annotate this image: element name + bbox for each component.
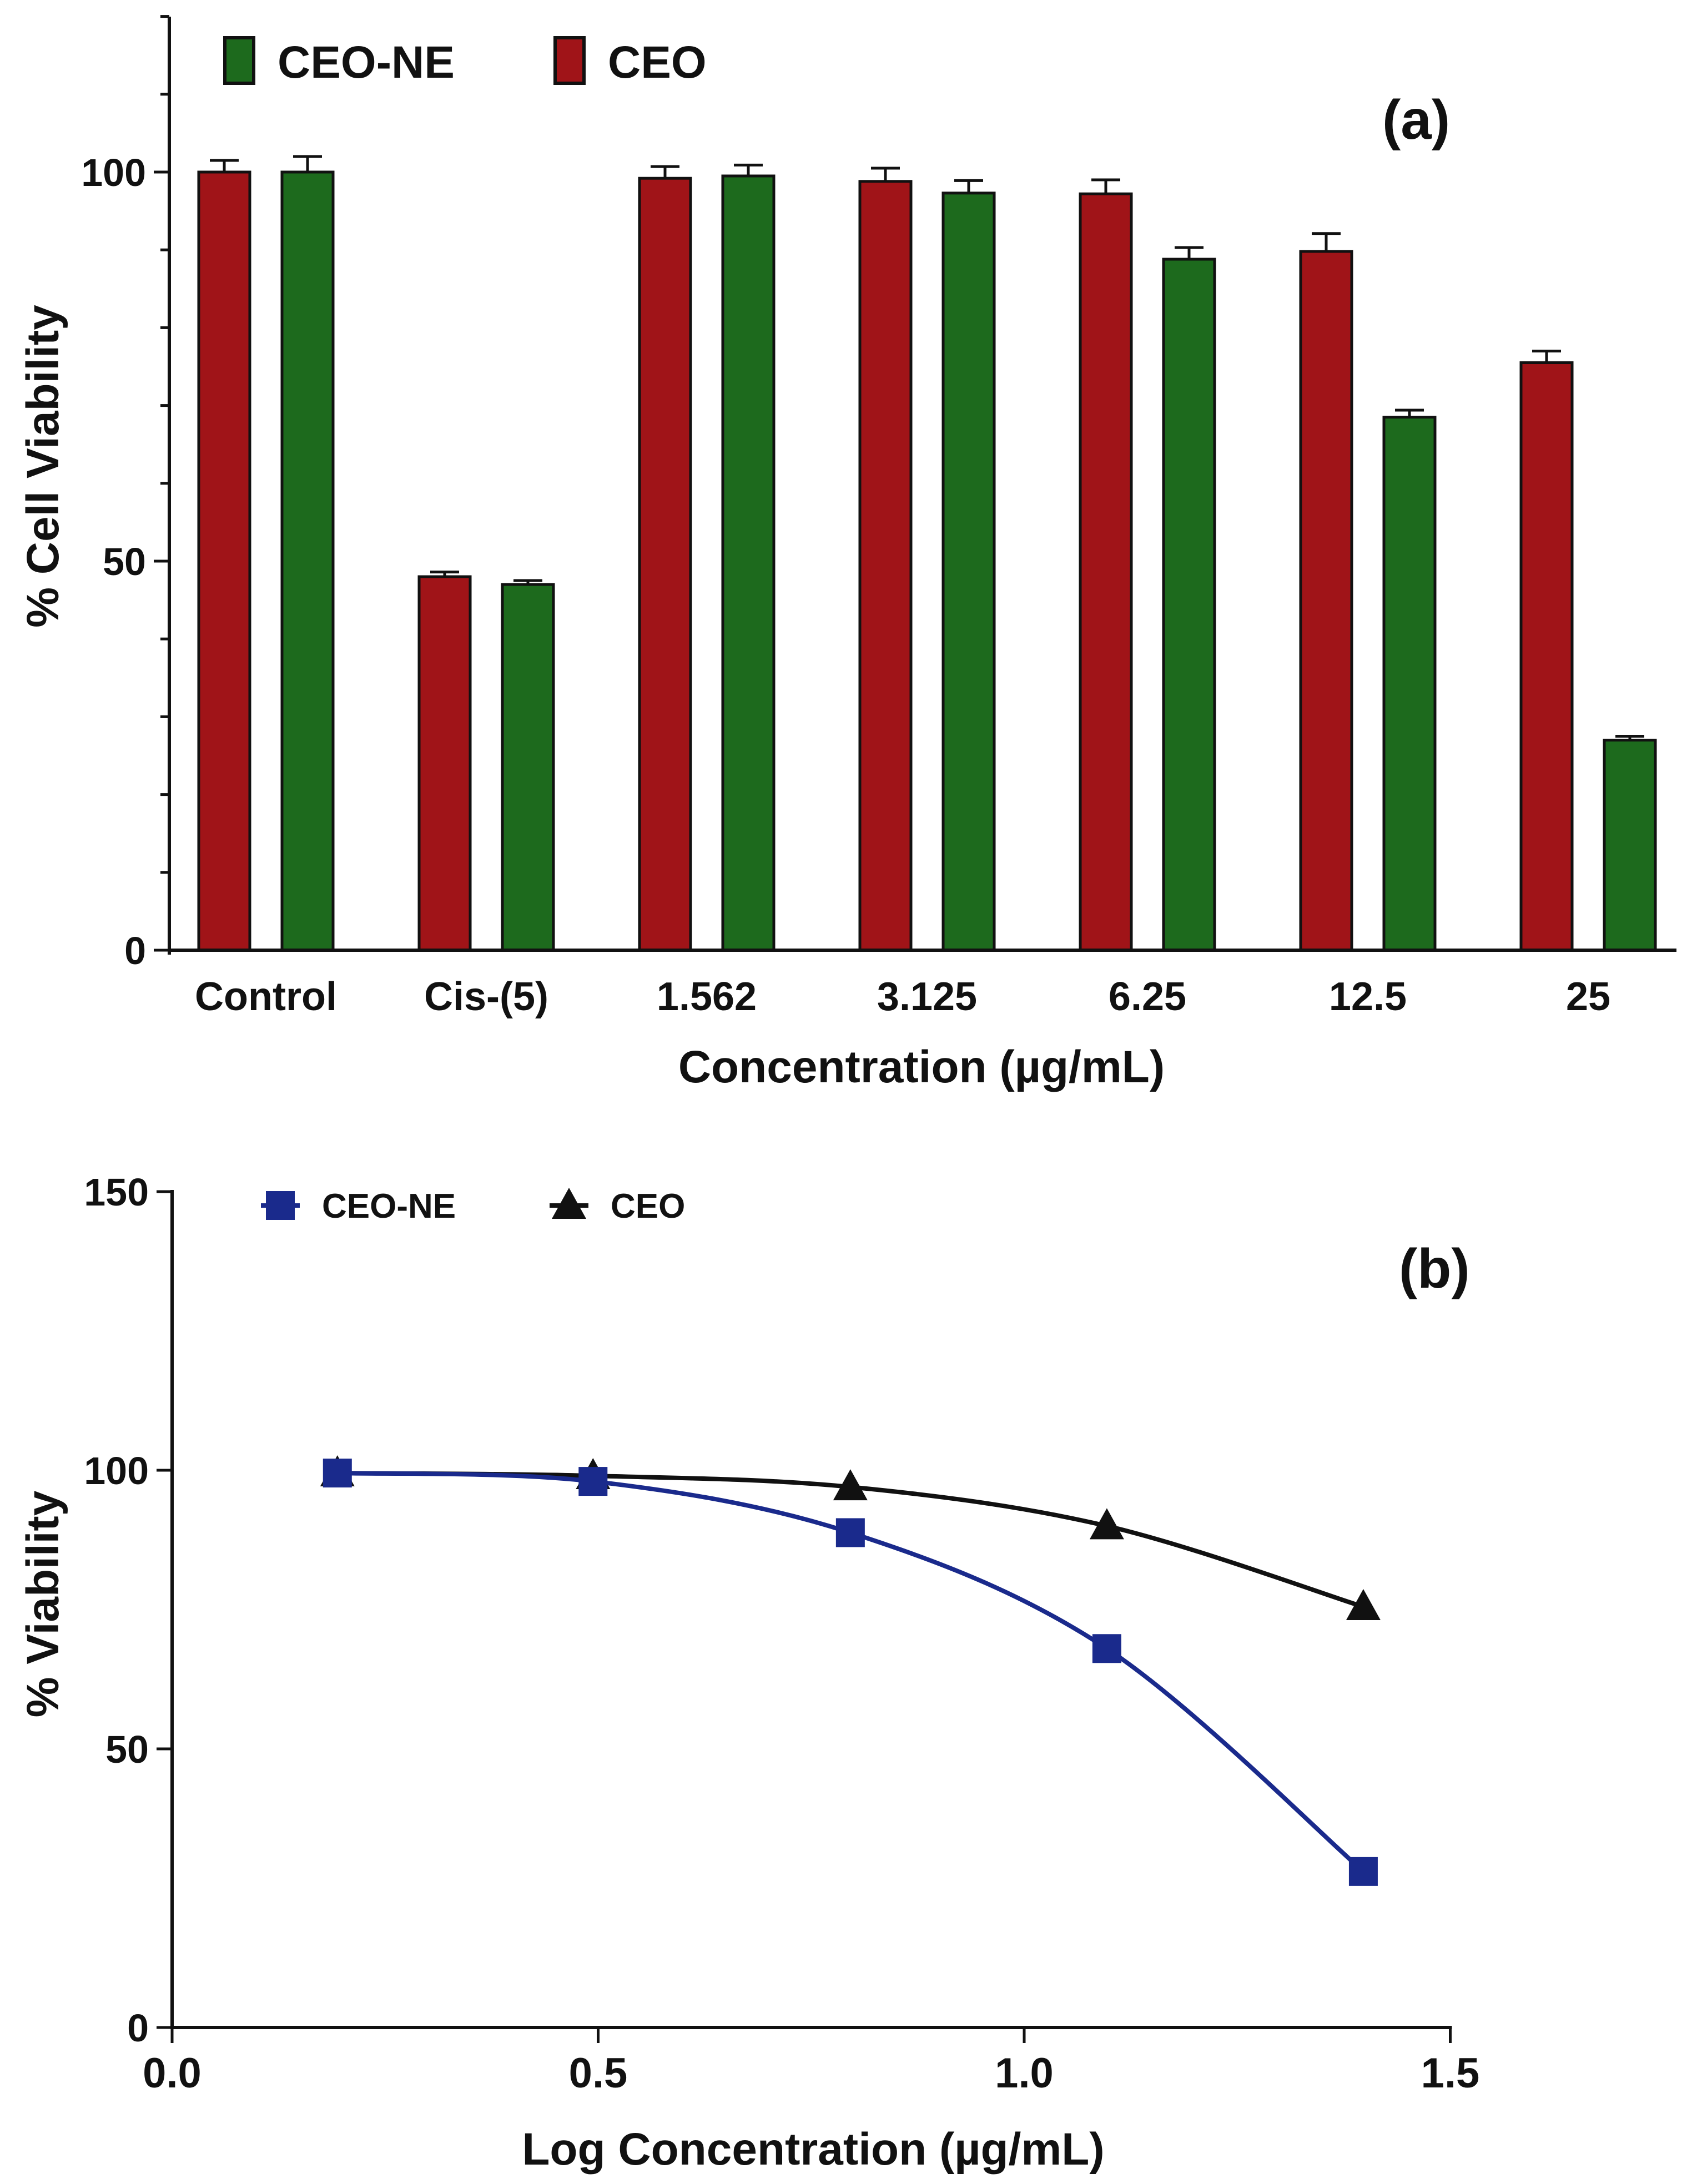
legend-swatch-ceo-ne [223,36,255,85]
x-tick-label-2: 1.0 [995,2050,1054,2097]
x-tick-label-cis-5: Cis-(5) [424,975,548,1019]
panel-b-x-axis-label: Log Concentration (µg/mL) [522,2124,1104,2175]
panel-b-lines [320,1455,1381,1886]
x-tick-label-1-562: 1.562 [657,975,757,1019]
bar-ceo-12-5 [1299,250,1353,952]
bar-ceo-cis-5 [417,575,472,952]
panel-a-chart: 0 50 100 Control Cis-(5) 1.562 3.125 6.25 12.5 2… [18,15,1676,1092]
panel-b-legend: CEO-NE CEO [261,1187,685,1225]
point-ceo-ne-4 [1348,1857,1378,1886]
bar-ceo-ne-control [280,170,335,952]
panel-a-y-tick-labels: 0 50 100 [81,151,146,972]
x-tick-label-3: 1.5 [1421,2050,1480,2097]
y-tick-label-100: 100 [81,151,146,194]
legend-label-ceo-ne: CEO-NE [322,1187,456,1225]
legend-marker-ceo [552,1188,586,1219]
point-ceo-ne-2 [835,1518,865,1547]
panel-a-axes [154,15,1676,955]
point-ceo-3 [1089,1508,1124,1540]
bar-ceo-6-25 [1079,192,1133,952]
point-ceo-4 [1346,1588,1381,1620]
panel-b-y-axis-label: % Viability [18,1490,68,1717]
panel-a-y-axis-label: % Cell Viability [18,305,68,628]
x-tick-label-1: 0.5 [569,2050,628,2097]
point-ceo-ne-0 [323,1459,352,1488]
legend-swatch-ceo [553,36,586,85]
y-tick-label-50: 50 [103,540,146,583]
x-tick-label-control: Control [195,975,337,1019]
panel-b-chart: 0 50 100 150 0.0 0.5 1.0 1.5 CEO-NE CEO (b) Log … [18,1171,1479,2175]
legend-label-ceo: CEO [608,37,707,88]
bar-ceo-ne-cis-5 [501,583,555,952]
bar-ceo-25 [1519,361,1574,952]
x-tick-label-0: 0.0 [143,2050,202,2097]
point-ceo-ne-3 [1092,1634,1121,1663]
bar-ceo-ne-1-562 [721,174,776,952]
panel-b-axes [157,1190,1452,2043]
y-tick-label-50: 50 [105,1728,149,1771]
panel-a-bars [197,155,1657,952]
panel-a-x-tick-labels: Control Cis-(5) 1.562 3.125 6.25 12.5 25 [195,975,1610,1019]
bar-ceo-ne-25 [1603,738,1657,952]
panel-a-x-axis-label: Concentration (µg/mL) [678,1042,1165,1092]
bar-ceo-1-562 [638,176,692,952]
legend-label-ceo: CEO [611,1187,685,1225]
x-tick-label-12-5: 12.5 [1329,975,1407,1019]
panel-a-legend: CEO-NE CEO [223,36,707,88]
bar-ceo-ne-3-125 [941,191,996,952]
point-ceo-ne-1 [578,1467,608,1496]
bar-ceo-ne-12-5 [1382,416,1437,952]
legend-marker-ceo-ne [266,1191,295,1220]
x-tick-label-25: 25 [1566,975,1610,1019]
panel-b-label: (b) [1399,1238,1470,1300]
bar-ceo-ne-6-25 [1162,258,1216,952]
legend-label-ceo-ne: CEO-NE [278,37,455,88]
x-tick-label-3-125: 3.125 [877,975,977,1019]
bar-ceo-3-125 [858,180,913,952]
x-tick-label-6-25: 6.25 [1109,975,1186,1019]
bar-ceo-control [197,170,251,952]
y-tick-label-100: 100 [84,1449,149,1492]
panel-b-tick-labels: 0 50 100 150 0.0 0.5 1.0 1.5 [84,1171,1479,2097]
point-ceo-2 [833,1469,868,1501]
y-tick-label-150: 150 [84,1171,149,1214]
panel-a-label: (a) [1382,89,1450,151]
y-tick-label-0: 0 [124,929,146,972]
y-tick-label-0: 0 [127,2006,149,2050]
